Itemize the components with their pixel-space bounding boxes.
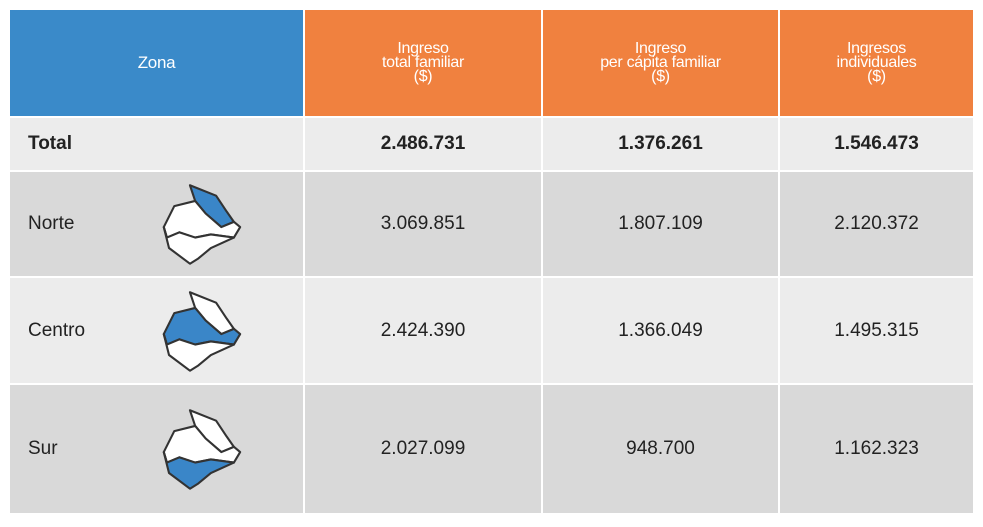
value-cell: 2.486.731 — [305, 118, 543, 172]
header-text: ($) — [413, 68, 433, 85]
zone-map — [162, 290, 242, 372]
cell-text: 2.120.372 — [834, 213, 919, 234]
cell-text: Sur — [28, 438, 58, 459]
header-text: total familiar — [381, 54, 465, 71]
cell-text: 2.486.731 — [380, 133, 466, 154]
cell-text: 1.162.323 — [834, 438, 919, 459]
value-cell: 1.495.315 — [780, 278, 975, 385]
cell-text: 1.495.315 — [834, 319, 919, 341]
row-label: Centro — [10, 278, 305, 385]
row-label: Total — [10, 118, 305, 172]
header-cell: Zona — [10, 10, 305, 118]
value-cell: 2.120.372 — [780, 172, 975, 278]
header-text: Zona — [137, 53, 176, 72]
value-cell: 1.546.473 — [780, 118, 975, 172]
value-cell: 1.807.109 — [543, 172, 780, 278]
value-cell: 2.027.099 — [305, 385, 543, 515]
value-cell: 2.424.390 — [305, 278, 543, 385]
cell-text: 1.366.049 — [618, 319, 703, 341]
map-region — [162, 451, 235, 490]
value-cell: 1.162.323 — [780, 385, 975, 515]
header-cell: Ingresos individuales ($) — [780, 10, 975, 118]
header-text: individuales — [836, 54, 917, 71]
cell-text: 948.700 — [626, 438, 695, 459]
income-table: Zona Ingreso total familiar ($) Ingreso per c… — [10, 10, 975, 515]
header-text: ($) — [867, 68, 886, 85]
map-region — [162, 332, 235, 372]
cell-text: 3.069.851 — [380, 213, 466, 234]
cell-text: Total — [28, 133, 72, 154]
zone-map — [162, 184, 242, 265]
header-text: Ingresos — [847, 40, 906, 57]
cell-text: 2.027.099 — [380, 438, 466, 459]
cell-text: 1.807.109 — [618, 213, 703, 234]
cell-text: Norte — [28, 213, 75, 234]
value-cell: 948.700 — [543, 385, 780, 515]
header-text: ($) — [651, 68, 670, 85]
map-region — [162, 226, 235, 265]
value-cell: 3.069.851 — [305, 172, 543, 278]
header-text: Ingreso — [634, 40, 687, 57]
header-cell: Ingreso per cápita familiar ($) — [543, 10, 780, 118]
header-cell: Ingreso total familiar ($) — [305, 10, 543, 118]
row-label: Norte — [10, 172, 305, 278]
cell-text: 2.424.390 — [380, 319, 466, 341]
cell-text: 1.376.261 — [618, 133, 703, 154]
header-text: per cápita familiar — [600, 54, 721, 71]
value-cell: 1.366.049 — [543, 278, 780, 385]
cell-text: Centro — [28, 319, 86, 341]
value-cell: 1.376.261 — [543, 118, 780, 172]
header-text: Ingreso — [397, 40, 449, 57]
zone-map — [162, 409, 242, 490]
cell-text: 1.546.473 — [834, 133, 919, 154]
row-label: Sur — [10, 385, 305, 515]
